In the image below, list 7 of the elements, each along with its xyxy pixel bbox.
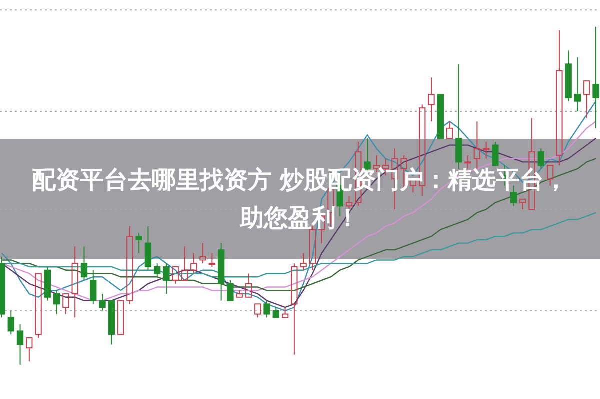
candlestick xyxy=(456,64,462,170)
candlestick xyxy=(72,246,78,318)
candlestick xyxy=(428,77,435,122)
candlestick xyxy=(574,56,582,112)
candlestick xyxy=(592,26,600,129)
candlestick xyxy=(474,121,481,170)
candlestick xyxy=(556,30,563,166)
